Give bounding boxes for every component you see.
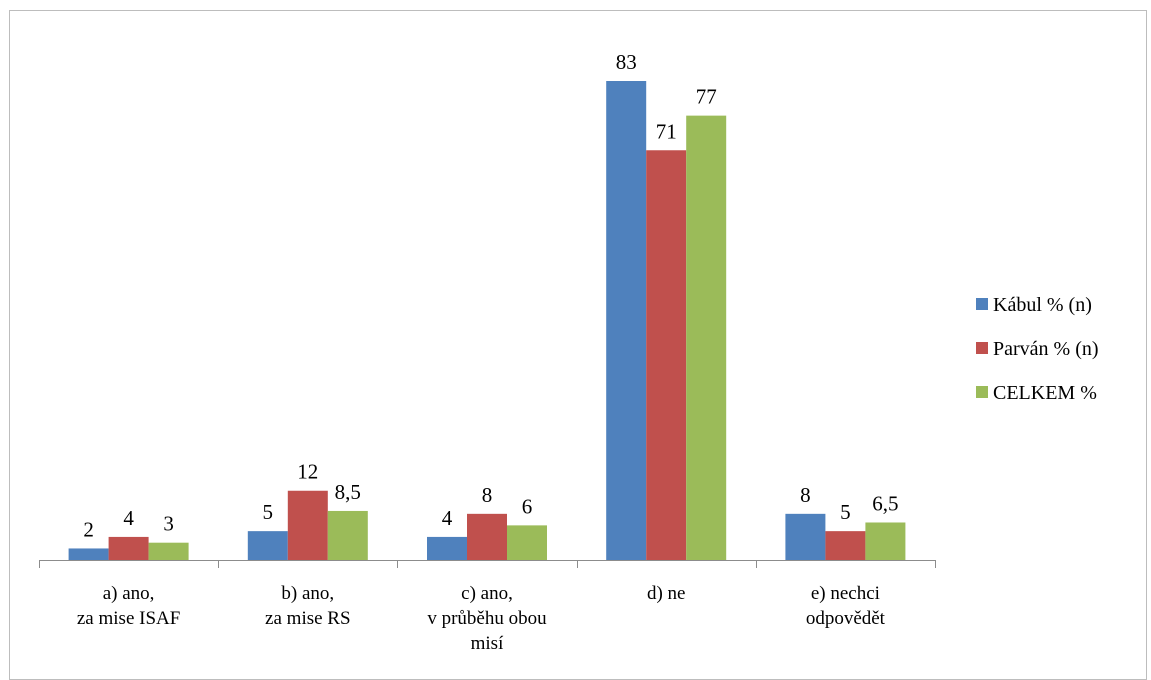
x-tick-label: e) nechci odpovědět [806, 583, 886, 629]
bar-series2-cat4 [646, 150, 687, 561]
data-label: 4 [123, 506, 134, 530]
bar-series1-cat4 [606, 81, 647, 560]
legend: Kábul % (n) Parván % (n) CELKEM % [976, 294, 1099, 404]
legend-swatch [976, 298, 988, 310]
bar-series1-cat2 [247, 531, 288, 560]
data-label: 6,5 [872, 491, 898, 515]
data-label: 5 [263, 500, 274, 524]
data-label: 83 [616, 50, 637, 74]
data-label: 8 [482, 483, 493, 507]
legend-label: Kábul % (n) [993, 294, 1092, 316]
bar-series1-cat3 [427, 536, 467, 560]
data-label: 5 [840, 500, 851, 524]
data-label: 8,5 [335, 480, 361, 504]
bar-series2-cat1 [108, 536, 149, 560]
data-labels-layer: 2 5 4 83 8 4 12 8 71 5 3 8,5 6 77 6,5 [83, 50, 898, 541]
bar-series1-cat5 [785, 513, 826, 560]
bar-series1-cat1 [68, 548, 109, 560]
data-label: 12 [297, 460, 318, 484]
bar-series3-cat3 [507, 525, 547, 560]
legend-label: CELKEM % [993, 382, 1097, 404]
data-label: 6 [522, 494, 533, 518]
bar-series2-cat5 [825, 531, 866, 560]
x-tick-label: d) ne [647, 583, 686, 604]
bar-series2-cat2 [287, 490, 328, 560]
data-label: 71 [656, 119, 677, 143]
data-label: 2 [83, 517, 94, 541]
bar-series3-cat4 [686, 115, 727, 561]
legend-swatch [976, 386, 988, 398]
data-label: 4 [442, 506, 453, 530]
chart-frame [9, 10, 1147, 680]
legend-swatch [976, 342, 988, 354]
x-tick-label: b) ano, za mise RS [265, 583, 351, 629]
bar-series2-cat3 [467, 513, 507, 560]
data-label: 8 [800, 483, 811, 507]
bar-series3-cat2 [327, 510, 368, 560]
x-axis: a) ano, za mise ISAF b) ano, za mise RS c) a… [39, 560, 936, 654]
x-tick-label: c) ano, v průběhu obou misí [427, 583, 547, 654]
data-label: 77 [696, 85, 717, 109]
bar-series3-cat1 [148, 542, 189, 560]
legend-label: Parván % (n) [993, 338, 1099, 360]
data-label: 3 [163, 512, 174, 536]
x-tick-label: a) ano, za mise ISAF [77, 583, 180, 629]
bar-series3-cat5 [865, 522, 906, 560]
bars-layer [68, 81, 906, 561]
